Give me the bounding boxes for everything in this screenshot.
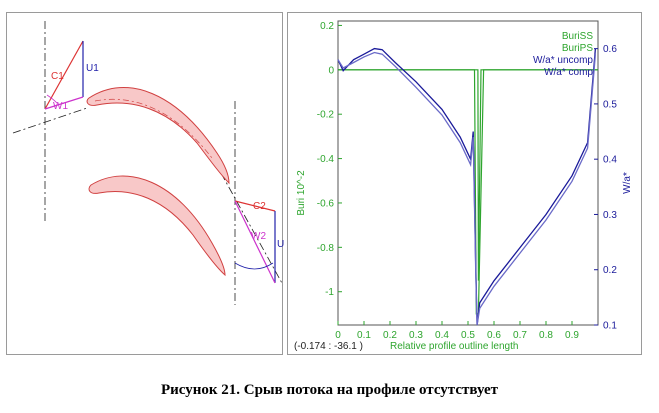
y-right-tick-label: 0.5 <box>603 99 617 110</box>
y-right-tick-label: 0.4 <box>603 155 617 166</box>
blade-geometry-view: C1 U1 W1 C2 W2 U <box>6 12 284 355</box>
outlet-chord-line <box>220 172 284 286</box>
series-line-w-a-comp <box>337 51 597 326</box>
c2-label: C2 <box>253 201 266 212</box>
x-axis-label: Relative profile outline length <box>390 341 518 352</box>
x-tick-label: 0.4 <box>435 330 449 341</box>
x-tick-label: 0.8 <box>539 330 553 341</box>
blade-upper <box>86 86 230 185</box>
y-left-tick-label: -1 <box>325 287 334 298</box>
x-tick-label: 0.9 <box>565 330 579 341</box>
x-tick-label: 0.7 <box>513 330 527 341</box>
series-line-burips <box>338 69 598 281</box>
series-layer <box>337 47 598 326</box>
chart-canvas: 0 0.1 0.2 0.3 0.4 0.5 0.6 0.7 0.8 0.9 0.2 0 -0.2 -0.4… <box>294 20 633 352</box>
y-left-tick-label: -0.6 <box>317 198 335 209</box>
y-right-tick-label: 0.1 <box>603 321 617 332</box>
y-right-tick-label: 0.6 <box>603 44 617 55</box>
y-axis-right-label: W/a* <box>622 172 633 194</box>
w2-label: W2 <box>251 231 266 242</box>
figure-caption: Рисунок 21. Срыв потока на профиле отсут… <box>160 382 499 398</box>
axes-layer: 0 0.1 0.2 0.3 0.4 0.5 0.6 0.7 0.8 0.9 0.2 0 -0.2 -0.4… <box>317 21 618 341</box>
blade-lower <box>88 175 226 277</box>
y-right-tick-label: 0.2 <box>603 265 617 276</box>
u1-label: U1 <box>86 63 99 74</box>
legend-entry-buriss: BuriSS <box>562 31 593 42</box>
x-tick-label: 0.3 <box>409 330 423 341</box>
y-left-tick-label: 0.2 <box>320 21 334 32</box>
y-axis-left-label: Buri 10^-2 <box>296 170 307 216</box>
outlet-angle-arc <box>234 262 274 270</box>
w1-label: W1 <box>53 101 68 112</box>
chord-line <box>12 107 88 134</box>
chart-panel: 0 0.1 0.2 0.3 0.4 0.5 0.6 0.7 0.8 0.9 0.2 0 -0.2 -0.4… <box>287 12 642 355</box>
y-left-tick-label: -0.4 <box>317 154 335 165</box>
cursor-coordinates-readout: (-0.174 : -36.1 ) <box>294 341 363 352</box>
x-tick-label: 0.1 <box>357 330 371 341</box>
legend: BuriSS BuriPS W/a* uncomp W/a* comp <box>533 31 593 78</box>
series-line-buriss <box>338 69 598 315</box>
y-left-tick-label: 0 <box>328 65 334 76</box>
y-left-tick-label: -0.8 <box>317 243 335 254</box>
c2-vector <box>234 200 276 212</box>
x-tick-label: 0.2 <box>383 330 397 341</box>
x-tick-label: 0.6 <box>487 330 501 341</box>
legend-entry-wa-uncomp: W/a* uncomp <box>533 55 593 66</box>
y-right-tick-label: 0.3 <box>603 210 617 221</box>
series-line-w-a-uncomp <box>337 47 597 326</box>
u2-label: U <box>277 239 284 250</box>
x-tick-label: 0.5 <box>461 330 475 341</box>
x-tick-label: 0 <box>335 330 341 341</box>
blade-upper-camber <box>94 98 213 159</box>
legend-entry-wa-comp: W/a* comp <box>544 67 593 78</box>
w1-angle-arc <box>46 94 58 104</box>
w2-vector <box>234 200 276 284</box>
w1-vector <box>44 96 84 110</box>
legend-entry-buri-ps: BuriPS <box>562 43 593 54</box>
c1-label: C1 <box>51 71 64 82</box>
y-left-tick-label: -0.2 <box>317 110 335 121</box>
blade-geometry-canvas: C1 U1 W1 C2 W2 U <box>12 21 284 305</box>
